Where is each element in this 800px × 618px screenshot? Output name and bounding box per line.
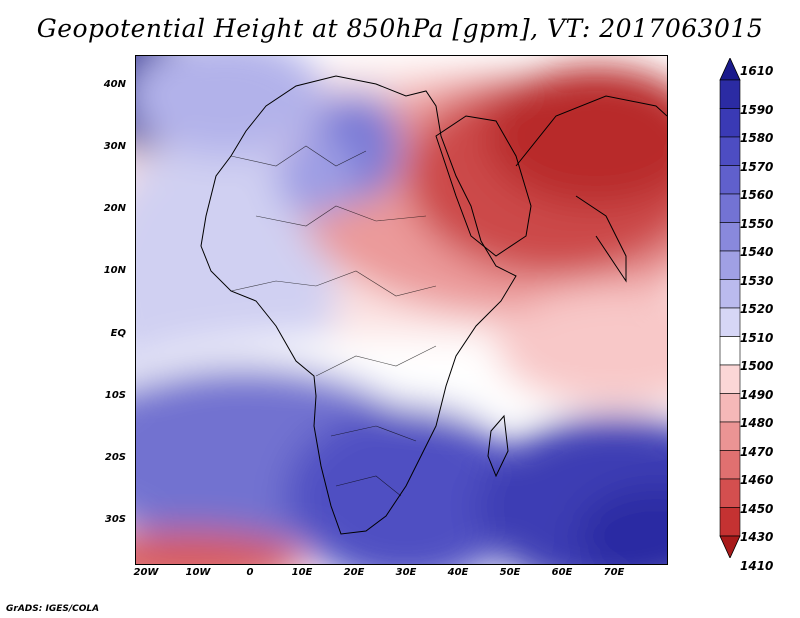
lon-label: 10W (185, 567, 211, 578)
coastlines (200, 75, 667, 535)
colorbar-label: 1490 (740, 387, 774, 402)
colorbar-label: 1510 (740, 330, 774, 345)
colorbar-swatch (719, 193, 741, 223)
geopotential-map (136, 56, 667, 564)
colorbar-label: 1470 (740, 444, 774, 459)
chart-title: Geopotential Height at 850hPa [gpm], VT:… (36, 14, 764, 43)
lat-label: 30S (104, 514, 126, 525)
colorbar-swatch (719, 450, 741, 480)
colorbar-label: 1500 (740, 359, 774, 373)
colorbar-swatch (719, 108, 741, 138)
credit-text: GrADS: IGES/COLA (6, 604, 100, 614)
lon-label: 0 (246, 567, 254, 578)
lon-label: 40E (447, 567, 469, 578)
colorbar-bottom-arrow (719, 535, 741, 558)
colorbar-label: 1450 (740, 501, 774, 516)
colorbar-label: 1460 (740, 473, 774, 487)
lon-label: 50E (499, 567, 521, 578)
country-borders (230, 145, 437, 497)
colorbar (719, 58, 741, 558)
lat-label: 10S (104, 390, 126, 401)
colorbar-label: 1580 (740, 131, 774, 145)
colorbar-label: 1430 (740, 530, 774, 544)
lon-label: 20E (343, 567, 365, 578)
colorbar-swatch (719, 307, 741, 337)
map-panel (135, 55, 668, 565)
colorbar-swatch (719, 250, 741, 280)
colorbar-swatch (719, 364, 741, 394)
colorbar-label: 1570 (740, 159, 774, 174)
lon-label: 70E (603, 567, 625, 578)
colorbar-swatch (719, 136, 741, 166)
colorbar-label: 1480 (740, 416, 774, 430)
colorbar-label: 1550 (740, 216, 774, 231)
lat-label: 30N (103, 141, 126, 152)
lat-label: 10N (103, 265, 126, 276)
colorbar-label: 1590 (740, 102, 774, 117)
colorbar-label: 1560 (740, 188, 774, 202)
height-field (136, 56, 667, 564)
colorbar-label: 1540 (740, 245, 774, 259)
colorbar-swatch (719, 222, 741, 252)
colorbar-top-arrow (719, 58, 741, 81)
lon-label: 60E (551, 567, 573, 578)
colorbar-swatch (719, 507, 741, 537)
colorbar-swatch (719, 336, 741, 366)
lon-label: 20W (133, 567, 159, 578)
lat-label: 20S (104, 452, 126, 463)
colorbar-swatch (719, 393, 741, 423)
colorbar-swatch (719, 165, 741, 195)
colorbar-swatch (719, 279, 741, 309)
colorbar-swatch (719, 79, 741, 109)
colorbar-swatch (719, 478, 741, 508)
colorbar-label: 1610 (740, 64, 774, 78)
colorbar-label: 1530 (740, 273, 774, 288)
lon-label: 30E (395, 567, 417, 578)
lon-label: 10E (291, 567, 313, 578)
colorbar-label: 1520 (740, 302, 774, 316)
colorbar-swatch (719, 421, 741, 451)
lat-label: 40N (103, 79, 126, 90)
lat-label: EQ (110, 328, 126, 339)
colorbar-swatches (719, 58, 741, 558)
lat-label: 20N (103, 203, 126, 214)
colorbar-label: 1410 (740, 558, 774, 573)
